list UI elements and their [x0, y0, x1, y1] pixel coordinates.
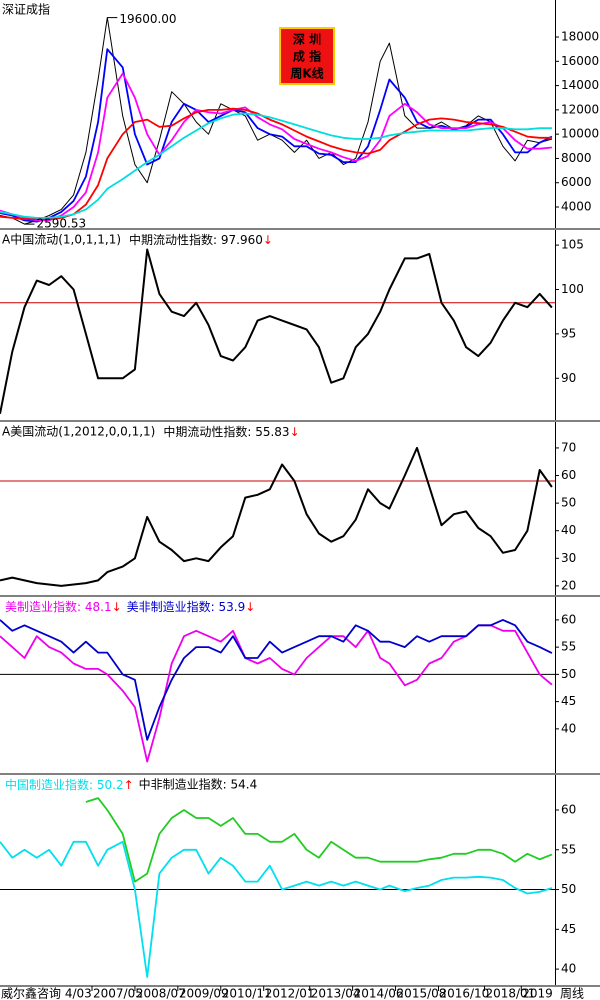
y-tick-label: 70 [561, 440, 576, 454]
series-line [0, 624, 553, 763]
legend-entry: 中国制造业指数: 50.2↑ [5, 777, 134, 792]
x-tick-label: 2013/04 [311, 987, 361, 1000]
x-tick-label: 2007/05 [93, 987, 143, 1000]
series-line [85, 797, 553, 883]
legend-entry: 中期流动性指数: 97.960↓ [129, 232, 273, 247]
chart-title: 深证成指 [2, 2, 50, 17]
series-line [0, 248, 553, 414]
legend-entry: 美非制造业指数: 53.9↓ [127, 599, 256, 614]
x-tick-label: 2014/06 [354, 987, 404, 1000]
y-tick-label: 50 [561, 496, 576, 510]
y-tick-label: 8000 [561, 151, 592, 165]
badge-text: 周K线 [290, 66, 323, 81]
annotation-label: 19600.00 [119, 12, 176, 26]
indicator-label: A中国流动(1,0,1,1,1) [2, 232, 121, 247]
y-tick-label: 14000 [561, 78, 599, 92]
legend-entry: 中非制造业指数: 54.4 [139, 777, 258, 792]
period-label: 周线 [560, 987, 584, 1000]
y-tick-label: 95 [561, 326, 576, 340]
series-line [0, 112, 552, 219]
x-tick-label: 2018/01 [485, 987, 535, 1000]
y-tick-label: 10000 [561, 127, 599, 141]
x-tick-label: 2012/01 [265, 987, 315, 1000]
x-tick-label: 2010/11 [222, 987, 272, 1000]
y-tick-label: 20 [561, 578, 576, 592]
x-tick-label: 2008/07 [136, 987, 186, 1000]
legend-entry: 美制造业指数: 48.1↓ [5, 599, 122, 614]
series-line [0, 72, 552, 222]
y-tick-label: 100 [561, 282, 584, 296]
y-tick-label: 60 [561, 612, 576, 626]
y-tick-label: 45 [561, 694, 576, 708]
y-tick-label: 55 [561, 842, 576, 856]
indicator-label: A美国流动(1,2012,0,0,1,1) [2, 425, 155, 439]
y-tick-label: 40 [561, 721, 576, 735]
legend-entry: 中期流动性指数: 55.83↓ [163, 424, 299, 439]
y-tick-label: 90 [561, 371, 576, 385]
x-tick-label: 2016/10 [439, 987, 489, 1000]
y-tick-label: 30 [561, 551, 576, 565]
y-tick-label: 105 [561, 238, 584, 252]
series-line [0, 446, 553, 587]
y-tick-label: 16000 [561, 54, 599, 68]
y-tick-label: 18000 [561, 30, 599, 44]
badge-text: 成 指 [293, 49, 321, 64]
y-tick-label: 50 [561, 882, 576, 896]
series-line [0, 840, 553, 978]
y-tick-label: 60 [561, 468, 576, 482]
badge-text: 深 圳 [293, 32, 321, 47]
y-tick-label: 4000 [561, 199, 592, 213]
x-tick-label: 2019 [522, 987, 553, 1000]
y-tick-label: 40 [561, 962, 576, 976]
annotation-label: 2590.53 [37, 217, 87, 231]
credit: 威尔鑫咨询 4/03 [1, 986, 92, 1000]
series-line [0, 107, 552, 220]
y-tick-label: 40 [561, 523, 576, 537]
badge [279, 27, 335, 85]
y-tick-label: 55 [561, 640, 576, 654]
y-tick-label: 12000 [561, 102, 599, 116]
y-tick-label: 50 [561, 667, 576, 681]
x-tick-label: 2015/08 [397, 987, 447, 1000]
y-tick-label: 60 [561, 803, 576, 817]
x-tick-label: 2009/09 [179, 987, 229, 1000]
series-line [0, 619, 553, 741]
y-tick-label: 45 [561, 922, 576, 936]
y-tick-label: 6000 [561, 175, 592, 189]
